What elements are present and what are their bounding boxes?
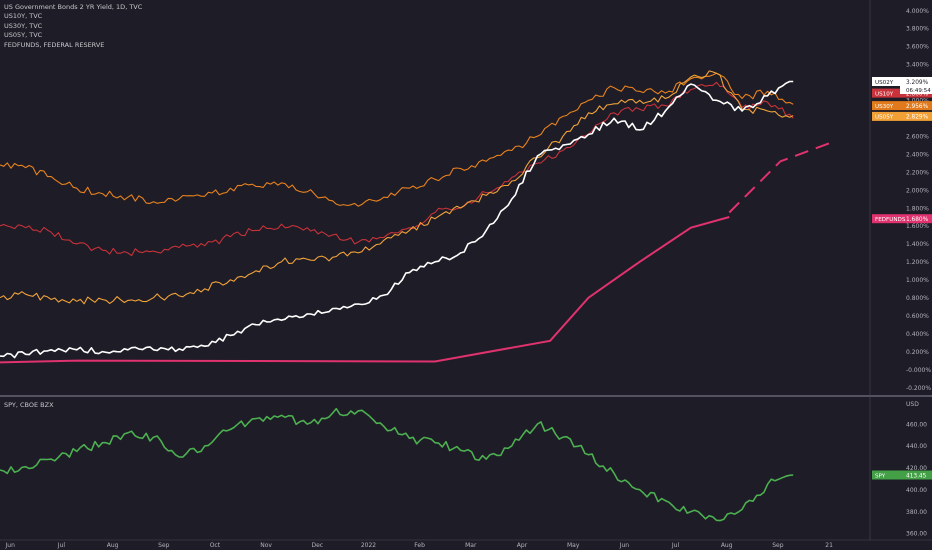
x-tick-label: Jul xyxy=(671,542,680,549)
price-tag-value: 3.209% xyxy=(906,80,929,86)
y-tick-label: 440.00 xyxy=(906,443,927,450)
legend-item-us30y[interactable]: US30Y, TVC xyxy=(4,21,43,30)
legend-item-us05y[interactable]: US05Y, TVC xyxy=(4,31,43,40)
x-tick-label: Sep xyxy=(158,542,170,549)
countdown-box xyxy=(900,86,932,94)
price-tag-value: 2.956% xyxy=(906,104,929,110)
countdown-value: 06:49:54 xyxy=(906,88,931,94)
series-fedfunds-projection[interactable] xyxy=(728,141,832,214)
spy-series-group xyxy=(0,407,794,522)
y-tick-label: 380.00 xyxy=(906,509,927,516)
y-tick-label: 460.00 xyxy=(906,421,927,428)
price-tag-us02y[interactable]: US02Y 3.209% 06:49:54 xyxy=(872,77,932,94)
price-tag-box xyxy=(872,111,932,121)
x-tick-label: Nov xyxy=(260,542,272,549)
x-tick-label: Jul xyxy=(57,542,66,549)
y-tick-label: 2.400% xyxy=(906,151,929,158)
price-tag-symbol: SPY xyxy=(875,473,886,479)
price-tag-box xyxy=(872,77,932,86)
price-axis-unit-label: USD xyxy=(906,401,919,408)
time-axis-ticks: Jun Jul Aug Sep Oct Nov Dec 2022 Feb Mar Apr May Jun… xyxy=(5,542,834,549)
price-tag-value: 2.800% xyxy=(906,91,929,97)
price-tag-value: 413.45 xyxy=(906,473,927,479)
x-tick-label: Sep xyxy=(772,542,784,549)
legend-header[interactable]: US Government Bonds 2 YR Yield, 1D, TVC xyxy=(4,3,143,11)
y-tick-label: 4.000% xyxy=(906,8,929,15)
y-tick-label: 400.00 xyxy=(906,487,927,494)
legend-item-us10y[interactable]: US10Y, TVC xyxy=(4,12,43,21)
price-tag-fedfunds[interactable]: FEDFUNDS 1.680% xyxy=(872,214,932,224)
price-tag-symbol: US10Y xyxy=(875,91,894,97)
price-tag-value: 2.829% xyxy=(906,115,929,121)
y-tick-label: 3.600% xyxy=(906,44,929,51)
y-tick-label: 1.000% xyxy=(906,277,929,284)
y-tick-label: 0.400% xyxy=(906,331,929,338)
price-tag-us05y[interactable]: US05Y 2.829% xyxy=(872,111,932,121)
x-tick-label: Jun xyxy=(5,542,16,549)
x-tick-label: Jun xyxy=(619,542,630,549)
main-legend: US Government Bonds 2 YR Yield, 1D, TVC … xyxy=(4,3,142,50)
price-tag-box xyxy=(872,101,932,111)
y-tick-label: 3.800% xyxy=(906,26,929,33)
x-tick-label: May xyxy=(567,542,580,549)
x-tick-label: Oct xyxy=(210,542,221,549)
series-fedfunds[interactable] xyxy=(0,216,730,364)
series-us02y[interactable] xyxy=(0,80,794,359)
spy-legend[interactable]: SPY, CBOE BZX xyxy=(4,401,54,409)
y-tick-label: 1.400% xyxy=(906,241,929,248)
price-tag-spy[interactable]: SPY 413.45 xyxy=(872,470,932,480)
y-tick-label: 0.800% xyxy=(906,295,929,302)
series-spy[interactable] xyxy=(0,407,794,522)
x-tick-label: Aug xyxy=(107,542,119,549)
legend-item-fedfunds[interactable]: FEDFUNDS, FEDERAL RESERVE xyxy=(4,40,105,49)
y-tick-label: -0.200% xyxy=(906,385,931,392)
x-tick-label: Dec xyxy=(311,542,323,549)
y-tick-label: 1.600% xyxy=(906,223,929,230)
y-tick-label: 1.800% xyxy=(906,205,929,212)
series-us05y[interactable] xyxy=(0,70,794,305)
price-tag-symbol: US05Y xyxy=(875,115,894,121)
y-tick-label: 0.200% xyxy=(906,349,929,356)
y-tick-label: 360.00 xyxy=(906,531,927,538)
price-tags: US10Y 2.800% US30Y 2.956% US05Y 2.829% US02Y 3.… xyxy=(872,77,932,480)
price-axis-ticks: 360.00 380.00 400.00 420.00 440.00 460.00 xyxy=(906,421,927,537)
x-tick-label: Feb xyxy=(414,542,425,549)
x-tick-label: Mar xyxy=(465,542,477,549)
price-tag-box xyxy=(872,214,932,224)
y-tick-label: -0.000% xyxy=(906,367,931,374)
yield-axis-ticks: -0.200% -0.000% 0.200% 0.400% 0.600% 0.800% 1.… xyxy=(906,8,931,392)
x-tick-label: Apr xyxy=(517,542,528,549)
y-tick-label: 1.200% xyxy=(906,259,929,266)
price-tag-symbol: US02Y xyxy=(875,80,894,86)
x-tick-label: 21 xyxy=(825,542,833,549)
series-us30y[interactable] xyxy=(0,72,794,207)
price-tag-symbol: FEDFUNDS xyxy=(875,217,906,223)
price-tag-value: 1.680% xyxy=(906,217,929,223)
price-tag-box xyxy=(872,470,932,480)
y-tick-label: 0.600% xyxy=(906,313,929,320)
yield-series-group xyxy=(0,70,832,364)
x-tick-label: Aug xyxy=(721,542,733,549)
y-tick-label: 2.600% xyxy=(906,134,929,141)
price-axis-unit: USD xyxy=(906,401,919,408)
series-us10y[interactable] xyxy=(0,81,794,257)
y-tick-label: 3.400% xyxy=(906,62,929,69)
y-tick-label: 2.200% xyxy=(906,169,929,176)
price-tag-symbol: US30Y xyxy=(875,104,894,110)
y-tick-label: 2.000% xyxy=(906,187,929,194)
x-tick-label: 2022 xyxy=(361,542,376,549)
y-tick-label: 420.00 xyxy=(906,465,927,472)
price-tag-us30y[interactable]: US30Y 2.956% xyxy=(872,101,932,111)
